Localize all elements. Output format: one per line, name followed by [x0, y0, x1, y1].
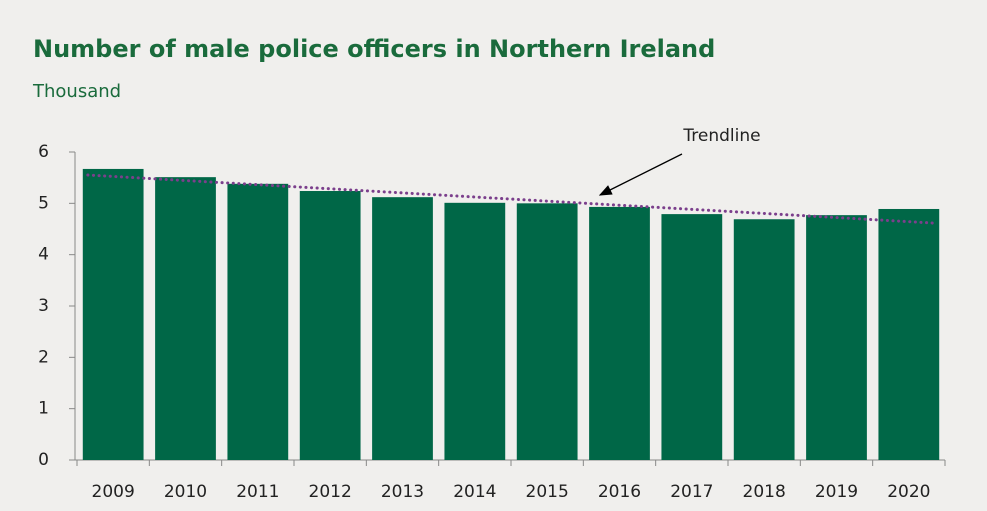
x-tick-label: 2016 — [598, 482, 641, 502]
chart-title: Number of male police officers in Northe… — [33, 35, 715, 63]
bar — [806, 215, 867, 460]
y-tick-label: 3 — [38, 296, 49, 316]
y-tick-label: 0 — [38, 450, 49, 470]
y-tick-label: 5 — [38, 193, 49, 213]
x-tick-label: 2014 — [453, 482, 496, 502]
x-tick-label: 2010 — [164, 482, 207, 502]
trendline — [86, 173, 936, 225]
x-tick-label: 2011 — [236, 482, 279, 502]
bar — [516, 203, 578, 461]
bar — [444, 202, 506, 460]
x-tick-label: 2009 — [92, 482, 135, 502]
bar — [878, 208, 940, 460]
y-tick-label: 2 — [38, 347, 49, 367]
chart-subtitle: Thousand — [32, 81, 121, 102]
x-tick-label: 2020 — [887, 482, 930, 502]
x-tick-label: 2018 — [743, 482, 786, 502]
bar — [155, 177, 216, 461]
y-tick-label: 1 — [38, 399, 49, 419]
bar — [372, 197, 433, 460]
annotation: Trendline — [682, 126, 760, 146]
bar — [733, 219, 795, 460]
y-tick-label: 6 — [38, 142, 49, 162]
x-tick-label: 2013 — [381, 482, 424, 502]
x-tick-label: 2017 — [670, 482, 713, 502]
annotation-arrow — [598, 153, 683, 196]
bar — [589, 206, 650, 460]
bar — [299, 191, 361, 460]
x-tick-label: 2019 — [815, 482, 858, 502]
x-tick-label: 2015 — [526, 482, 569, 502]
x-tick-label: 2012 — [309, 482, 352, 502]
bar — [82, 168, 144, 460]
bar — [227, 183, 289, 460]
bar — [661, 214, 723, 460]
y-tick-label: 4 — [38, 245, 49, 265]
